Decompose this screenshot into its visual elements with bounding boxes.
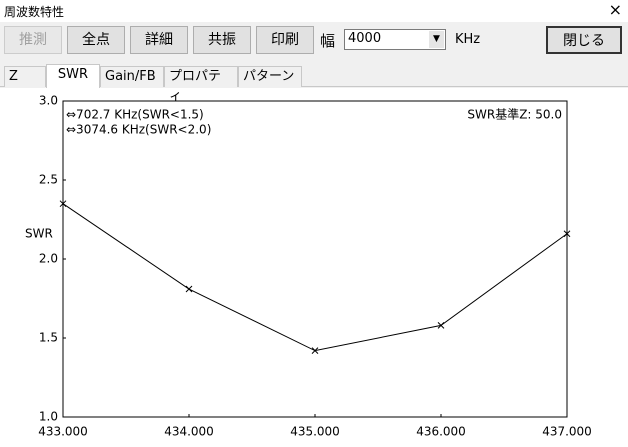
width-value: 4000 bbox=[348, 31, 382, 46]
tab[interactable]: プロパティ bbox=[164, 66, 238, 104]
toolbar-button[interactable]: 共振 bbox=[193, 26, 251, 54]
tab[interactable]: Gain/FB bbox=[100, 66, 164, 87]
x-tick-label: 433.000 bbox=[38, 425, 88, 439]
width-label: 幅 bbox=[320, 32, 336, 50]
point-marker bbox=[59, 200, 67, 208]
annotation: ⇔702.7 KHz(SWR<1.5) bbox=[66, 108, 204, 122]
toolbar-button[interactable]: 全点 bbox=[67, 26, 125, 54]
point-marker bbox=[437, 322, 445, 329]
reference-label: SWR基準Z: 50.0 bbox=[467, 107, 562, 122]
plot-frame bbox=[62, 100, 568, 418]
close-icon[interactable]: × bbox=[608, 0, 622, 19]
swr-line bbox=[62, 203, 568, 352]
tab[interactable]: SWR bbox=[46, 64, 100, 88]
y-axis-label: SWR bbox=[25, 227, 53, 241]
unit-label: KHz bbox=[455, 32, 481, 47]
point-marker bbox=[311, 347, 319, 354]
y-tick-label: 2.0 bbox=[39, 252, 58, 266]
x-tick-label: 436.000 bbox=[416, 425, 466, 439]
x-tick-label: 434.000 bbox=[164, 425, 214, 439]
x-tick-label: 437.000 bbox=[542, 425, 592, 439]
title-bar: 周波数特性 × bbox=[0, 0, 628, 22]
window-title: 周波数特性 bbox=[4, 5, 65, 19]
y-tick-label: 1.5 bbox=[39, 331, 58, 345]
point-marker bbox=[185, 285, 193, 293]
width-combo[interactable]: 4000 ▼ bbox=[344, 29, 446, 50]
tab[interactable]: Z bbox=[4, 66, 46, 87]
tab-line bbox=[0, 86, 628, 87]
point-marker bbox=[563, 230, 571, 238]
annotation: ⇔3074.6 KHz(SWR<2.0) bbox=[66, 123, 211, 137]
y-tick-label: 3.0 bbox=[39, 94, 58, 108]
tab[interactable]: パターン bbox=[238, 66, 302, 87]
dropdown-arrow[interactable]: ▼ bbox=[429, 31, 444, 48]
y-tick-label: 2.5 bbox=[39, 173, 58, 187]
y-tick-label: 1.0 bbox=[39, 410, 58, 424]
toolbar-button[interactable]: 印刷 bbox=[256, 26, 314, 54]
chart: SWR SWR基準Z: 50.0 1.0 1.5 2.0 2.5 3.0 433.000 4… bbox=[0, 88, 628, 447]
x-tick-label: 435.000 bbox=[290, 425, 340, 439]
toolbar-button[interactable]: 推測 bbox=[4, 26, 62, 54]
toolbar-button[interactable]: 詳細 bbox=[130, 26, 188, 54]
close-button[interactable]: 閉じる bbox=[546, 26, 622, 54]
